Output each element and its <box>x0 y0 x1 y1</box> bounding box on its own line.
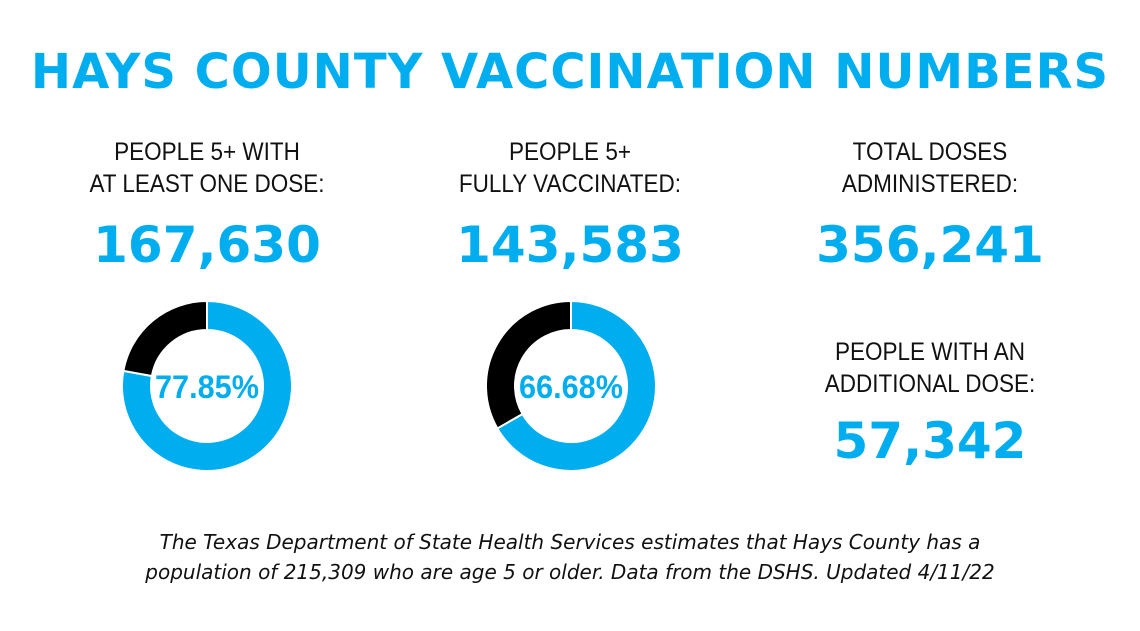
footer-line: population of 215,309 who are age 5 or o… <box>145 560 995 584</box>
donut-slice-remaining <box>485 299 572 430</box>
donut-percent-label: 66.68% <box>519 369 623 405</box>
stat-value-one-dose: 167,630 <box>93 216 321 274</box>
footer-note: The Texas Department of State Health Ser… <box>0 527 1140 587</box>
label-line: ADMINISTERED: <box>841 170 1019 198</box>
footer-line: The Texas Department of State Health Ser… <box>159 530 981 554</box>
donut-slice-vaccinated <box>495 299 657 472</box>
label-line: ADDITIONAL DOSE: <box>824 370 1036 398</box>
donut-slice-remaining <box>122 299 208 378</box>
label-line: PEOPLE 5+ WITH <box>114 138 300 166</box>
stat-label-additional-dose: PEOPLE WITH AN ADDITIONAL DOSE: <box>795 336 1065 400</box>
label-line: FULLY VACCINATED: <box>458 170 682 198</box>
stat-label-one-dose: PEOPLE 5+ WITH AT LEAST ONE DOSE: <box>72 136 342 200</box>
stat-value-total-doses: 356,241 <box>816 216 1044 274</box>
label-line: PEOPLE WITH AN <box>834 338 1026 366</box>
donut-slice-vaccinated <box>121 299 293 472</box>
label-line: TOTAL DOSES <box>852 138 1008 166</box>
label-line: AT LEAST ONE DOSE: <box>89 170 325 198</box>
stat-label-fully-vaccinated: PEOPLE 5+ FULLY VACCINATED: <box>435 136 705 200</box>
stat-label-total-doses: TOTAL DOSES ADMINISTERED: <box>795 136 1065 200</box>
page-title: HAYS COUNTY VACCINATION NUMBERS <box>30 44 1110 100</box>
donut-percent-label: 77.85% <box>155 369 259 405</box>
stat-value-additional-dose: 57,342 <box>833 412 1027 470</box>
stat-value-fully-vaccinated: 143,583 <box>456 216 684 274</box>
label-line: PEOPLE 5+ <box>509 138 631 166</box>
